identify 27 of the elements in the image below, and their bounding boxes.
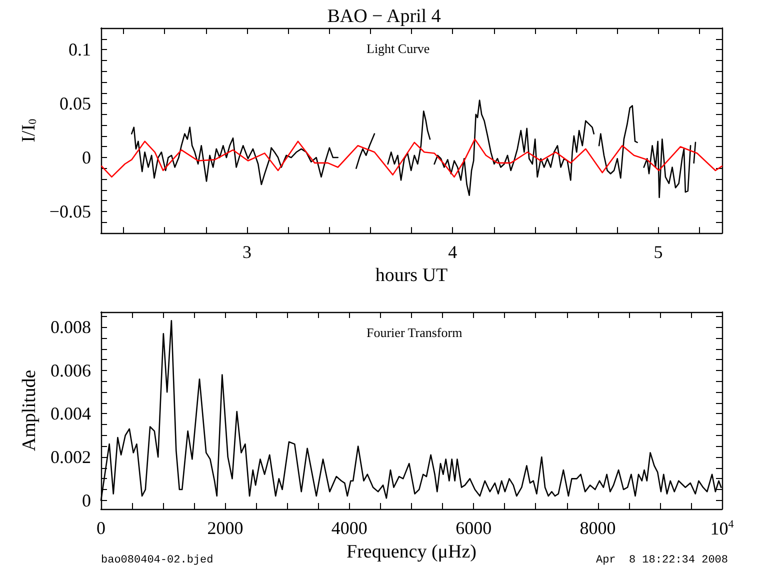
chart-title: BAO − April 4 xyxy=(327,6,442,27)
x-tick-label: 8000 xyxy=(580,518,616,538)
y-tick-label: 0.1 xyxy=(68,40,91,60)
x-tick-label: 3 xyxy=(242,242,252,262)
y-tick-label: 0.008 xyxy=(50,317,91,338)
x-tick-label: 4 xyxy=(448,242,458,262)
y-tick-label: 0 xyxy=(82,490,91,510)
x-tick-label: 2000 xyxy=(207,518,244,538)
x-tick-label: 4000 xyxy=(331,518,368,538)
text: Apr 8 18:22:34 2008 xyxy=(596,554,728,566)
x-tick-label: 6000 xyxy=(456,518,492,538)
y-tick-label: 0.002 xyxy=(50,447,91,468)
y-tick-label: −0.05 xyxy=(49,202,91,222)
x-axis-title: Frequency (μHz) xyxy=(346,541,476,562)
y-axis-title: Amplitude xyxy=(19,370,40,452)
y-tick-label: 0.05 xyxy=(60,94,91,114)
x-tick-label: 5 xyxy=(654,242,663,262)
y-tick-label: 0.004 xyxy=(50,404,91,424)
x-axis-title: hours UT xyxy=(375,265,448,286)
text: bao080404-02.bjed xyxy=(101,554,214,566)
annotation: Fourier Transform xyxy=(366,325,462,340)
annotation: Light Curve xyxy=(366,41,430,56)
y-axis-title: I/I0 xyxy=(18,118,40,142)
y-tick-label: 0 xyxy=(82,148,91,168)
line-series xyxy=(100,138,723,178)
y-tick-label: 0.006 xyxy=(50,360,91,380)
x-tick-label: 0 xyxy=(96,518,106,538)
